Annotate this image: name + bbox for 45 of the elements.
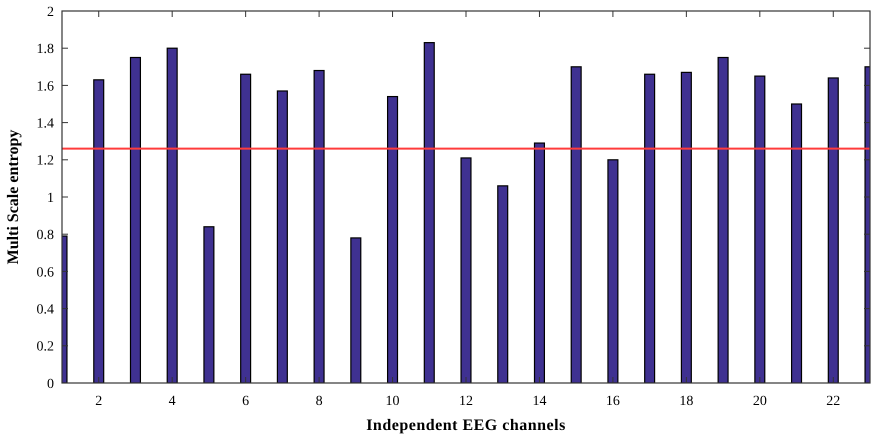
bar <box>754 76 766 383</box>
bar <box>166 48 178 383</box>
bar <box>607 159 618 383</box>
x-tick-label: 10 <box>386 394 400 409</box>
bar <box>240 74 252 383</box>
y-tick-label: 1.4 <box>36 116 54 132</box>
y-tick-label: 0.8 <box>36 228 54 244</box>
bar <box>203 226 214 383</box>
bar <box>350 237 362 383</box>
y-tick-label: 1 <box>47 190 54 206</box>
x-tick-label: 4 <box>168 394 176 409</box>
x-tick-label: 14 <box>532 394 546 409</box>
bar <box>828 77 839 383</box>
x-tick-label: 6 <box>242 394 250 409</box>
y-tick-label: 1.6 <box>36 79 54 94</box>
y-tick-label: 2 <box>47 4 54 20</box>
y-tick-label: 0.6 <box>36 265 54 280</box>
bar <box>314 70 325 383</box>
x-tick-label: 2 <box>95 394 102 409</box>
x-tick-label: 18 <box>679 394 694 409</box>
bar <box>718 56 729 383</box>
bar <box>460 157 472 383</box>
y-tick-label: 0.2 <box>36 340 54 355</box>
bar <box>497 185 508 383</box>
x-tick-label: 16 <box>606 394 620 409</box>
x-tick-label: 20 <box>752 394 767 409</box>
y-tick-label: 0 <box>47 376 54 392</box>
x-axis-title: Independent EEG channels <box>366 417 566 434</box>
bar <box>130 56 142 383</box>
bar <box>276 90 288 383</box>
x-tick-label: 12 <box>459 394 473 409</box>
y-tick-label: 1.2 <box>36 154 54 169</box>
x-tick-label: 8 <box>316 394 323 409</box>
bar <box>424 42 435 383</box>
x-tick-label: 22 <box>826 394 840 409</box>
bar <box>386 96 398 383</box>
bar <box>93 79 104 383</box>
bar <box>680 72 692 383</box>
y-axis-title: Multi Scale entropy <box>5 130 22 264</box>
bar <box>790 103 802 383</box>
y-tick-label: 0.4 <box>36 302 54 318</box>
bar <box>570 66 582 383</box>
bar <box>644 74 656 383</box>
y-tick-label: 1.8 <box>36 42 54 58</box>
bar <box>534 142 546 383</box>
